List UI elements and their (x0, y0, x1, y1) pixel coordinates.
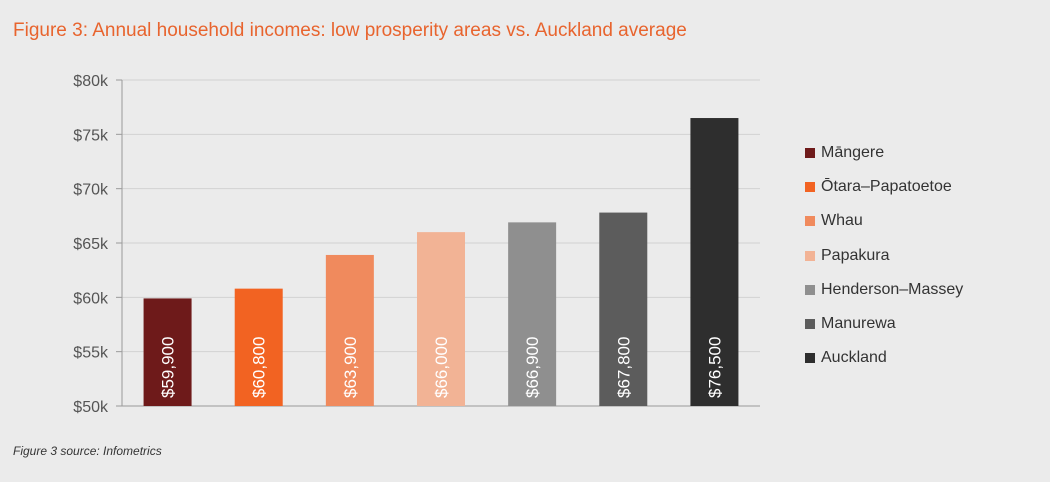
legend-item: Whau (805, 204, 963, 238)
y-tick-label: $65k (73, 236, 109, 253)
legend-swatch (805, 284, 815, 295)
bar-data-label: $67,800 (614, 337, 633, 398)
bar-data-label: $66,000 (432, 337, 451, 398)
bar (508, 222, 557, 406)
y-tick-label: $75k (73, 127, 109, 144)
bar-data-label: $60,800 (250, 337, 269, 398)
legend-item: Henderson–Massey (805, 273, 963, 307)
legend-label: Ōtara–Papatoetoe (821, 178, 952, 196)
figure-source: Figure 3 source: Infometrics (13, 444, 162, 458)
legend: Māngere Ōtara–Papatoetoe Whau Papakura Hende… (805, 136, 963, 375)
bar-data-label: $59,900 (159, 337, 178, 398)
bar (325, 254, 374, 406)
bar (143, 298, 192, 406)
bar (234, 288, 283, 406)
bar-data-label: $66,900 (523, 337, 542, 398)
chart-title: Figure 3: Annual household incomes: low … (13, 20, 687, 41)
bar-data-label: $63,900 (341, 337, 360, 398)
bar-data-label: $76,500 (705, 337, 724, 398)
y-tick-label: $60k (73, 290, 109, 307)
y-tick-label: $70k (73, 182, 109, 199)
legend-item: Ōtara–Papatoetoe (805, 170, 963, 204)
legend-item: Papakura (805, 239, 963, 273)
legend-swatch (805, 353, 815, 364)
y-tick-label: $50k (73, 399, 109, 416)
bar (690, 118, 739, 407)
legend-swatch (805, 148, 815, 159)
legend-label: Māngere (821, 144, 885, 162)
bar-data-labels: $59,900 $60,800 $63,900 $66,000 $66,900 $67,8… (159, 337, 725, 398)
y-tick-label: $55k (73, 345, 109, 362)
legend-item: Manurewa (805, 307, 963, 341)
legend-swatch (805, 216, 815, 227)
legend-item: Auckland (805, 341, 963, 375)
legend-swatch (805, 319, 815, 330)
legend-swatch (805, 250, 815, 261)
y-tick-label: $80k (73, 73, 109, 90)
legend-item: Māngere (805, 136, 963, 170)
bar (417, 232, 465, 406)
legend-swatch (805, 182, 815, 193)
legend-label: Manurewa (821, 315, 896, 333)
legend-label: Auckland (821, 349, 887, 367)
legend-label: Henderson–Massey (821, 280, 964, 298)
y-axis: $50k $55k $60k $65k $70k $75k $80k (73, 73, 123, 416)
bars (143, 118, 739, 407)
bar (599, 212, 648, 406)
legend-label: Whau (821, 212, 863, 230)
legend-label: Papakura (821, 246, 890, 264)
